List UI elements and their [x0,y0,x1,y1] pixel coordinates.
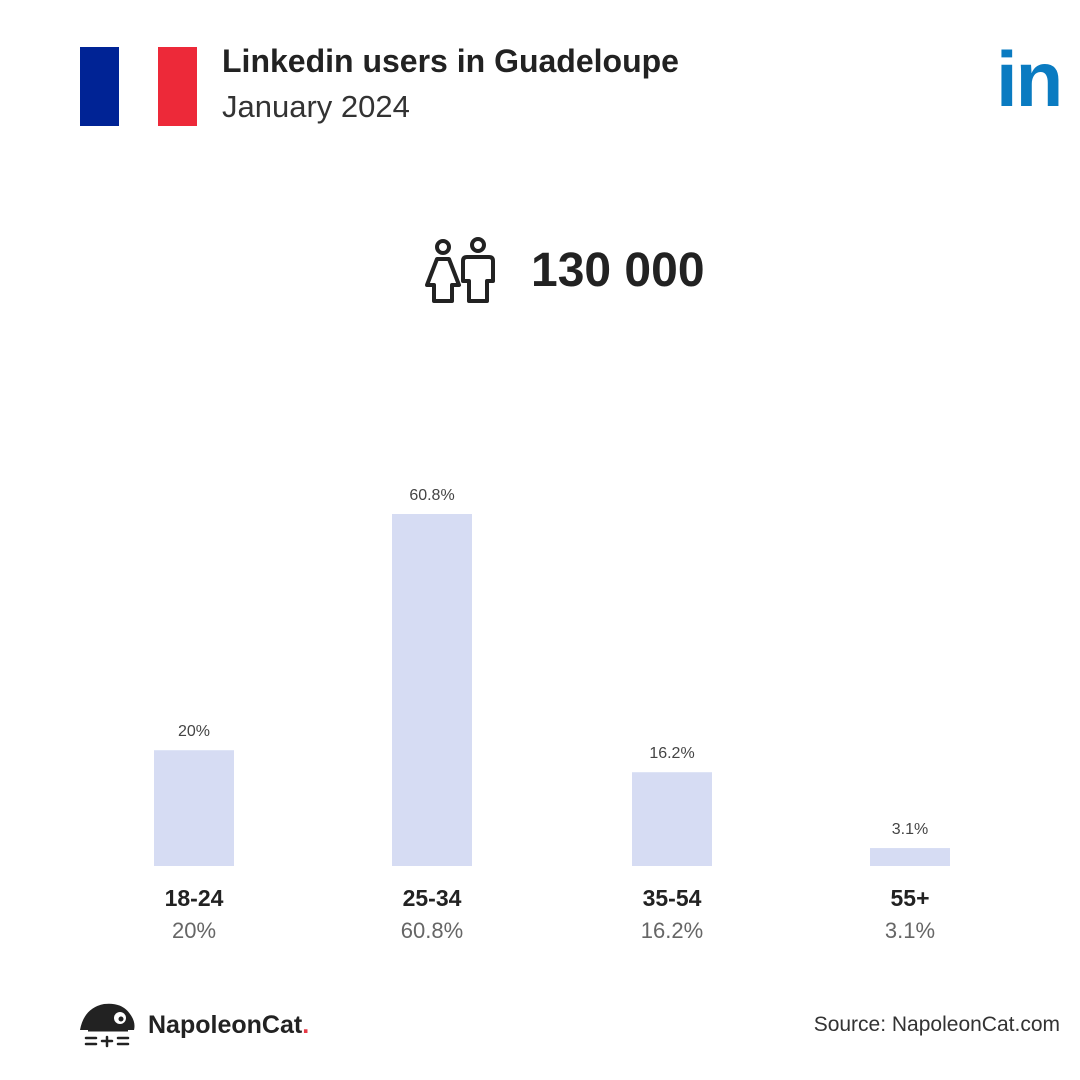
category-percent-2: 16.2% [641,918,703,943]
category-label-0: 18-24 [165,885,224,911]
linkedin-logo: in [996,35,1063,123]
category-label-2: 35-54 [643,885,702,911]
bar-value-label-1: 60.8% [409,487,454,504]
total-users-count: 130 000 [531,243,705,297]
flag-stripe-red [158,47,197,126]
bar-value-label-3: 3.1% [892,821,928,838]
page-title: Linkedin users in Guadeloupe [222,43,679,79]
category-label-3: 55+ [890,885,929,911]
page-subtitle: January 2024 [222,89,410,124]
users-icon [425,237,495,303]
bar-3 [870,848,950,866]
category-percent-1: 60.8% [401,918,463,943]
category-percent-3: 3.1% [885,918,935,943]
bar-value-label-2: 16.2% [649,745,694,762]
category-percent-0: 20% [172,918,216,943]
napoleoncat-cat-icon [80,1003,135,1048]
bar-value-label-0: 20% [178,723,210,740]
age-distribution-chart: 20% 18-24 20% 60.8% 25-34 60.8% 16.2% 35-54 16.2… [154,487,950,943]
flag-stripe-blue [80,47,119,126]
total-users: 130 000 [425,230,705,310]
napoleoncat-logo: NapoleonCat. [78,1000,309,1050]
brand-name: NapoleonCat. [148,1010,310,1039]
bar-0 [154,750,234,866]
source-text: Source: NapoleonCat.com [813,1013,1060,1036]
france-flag [80,47,197,126]
bar-1 [392,514,472,866]
flag-stripe-white [119,47,158,126]
bar-2 [632,772,712,866]
category-label-1: 25-34 [403,885,462,911]
